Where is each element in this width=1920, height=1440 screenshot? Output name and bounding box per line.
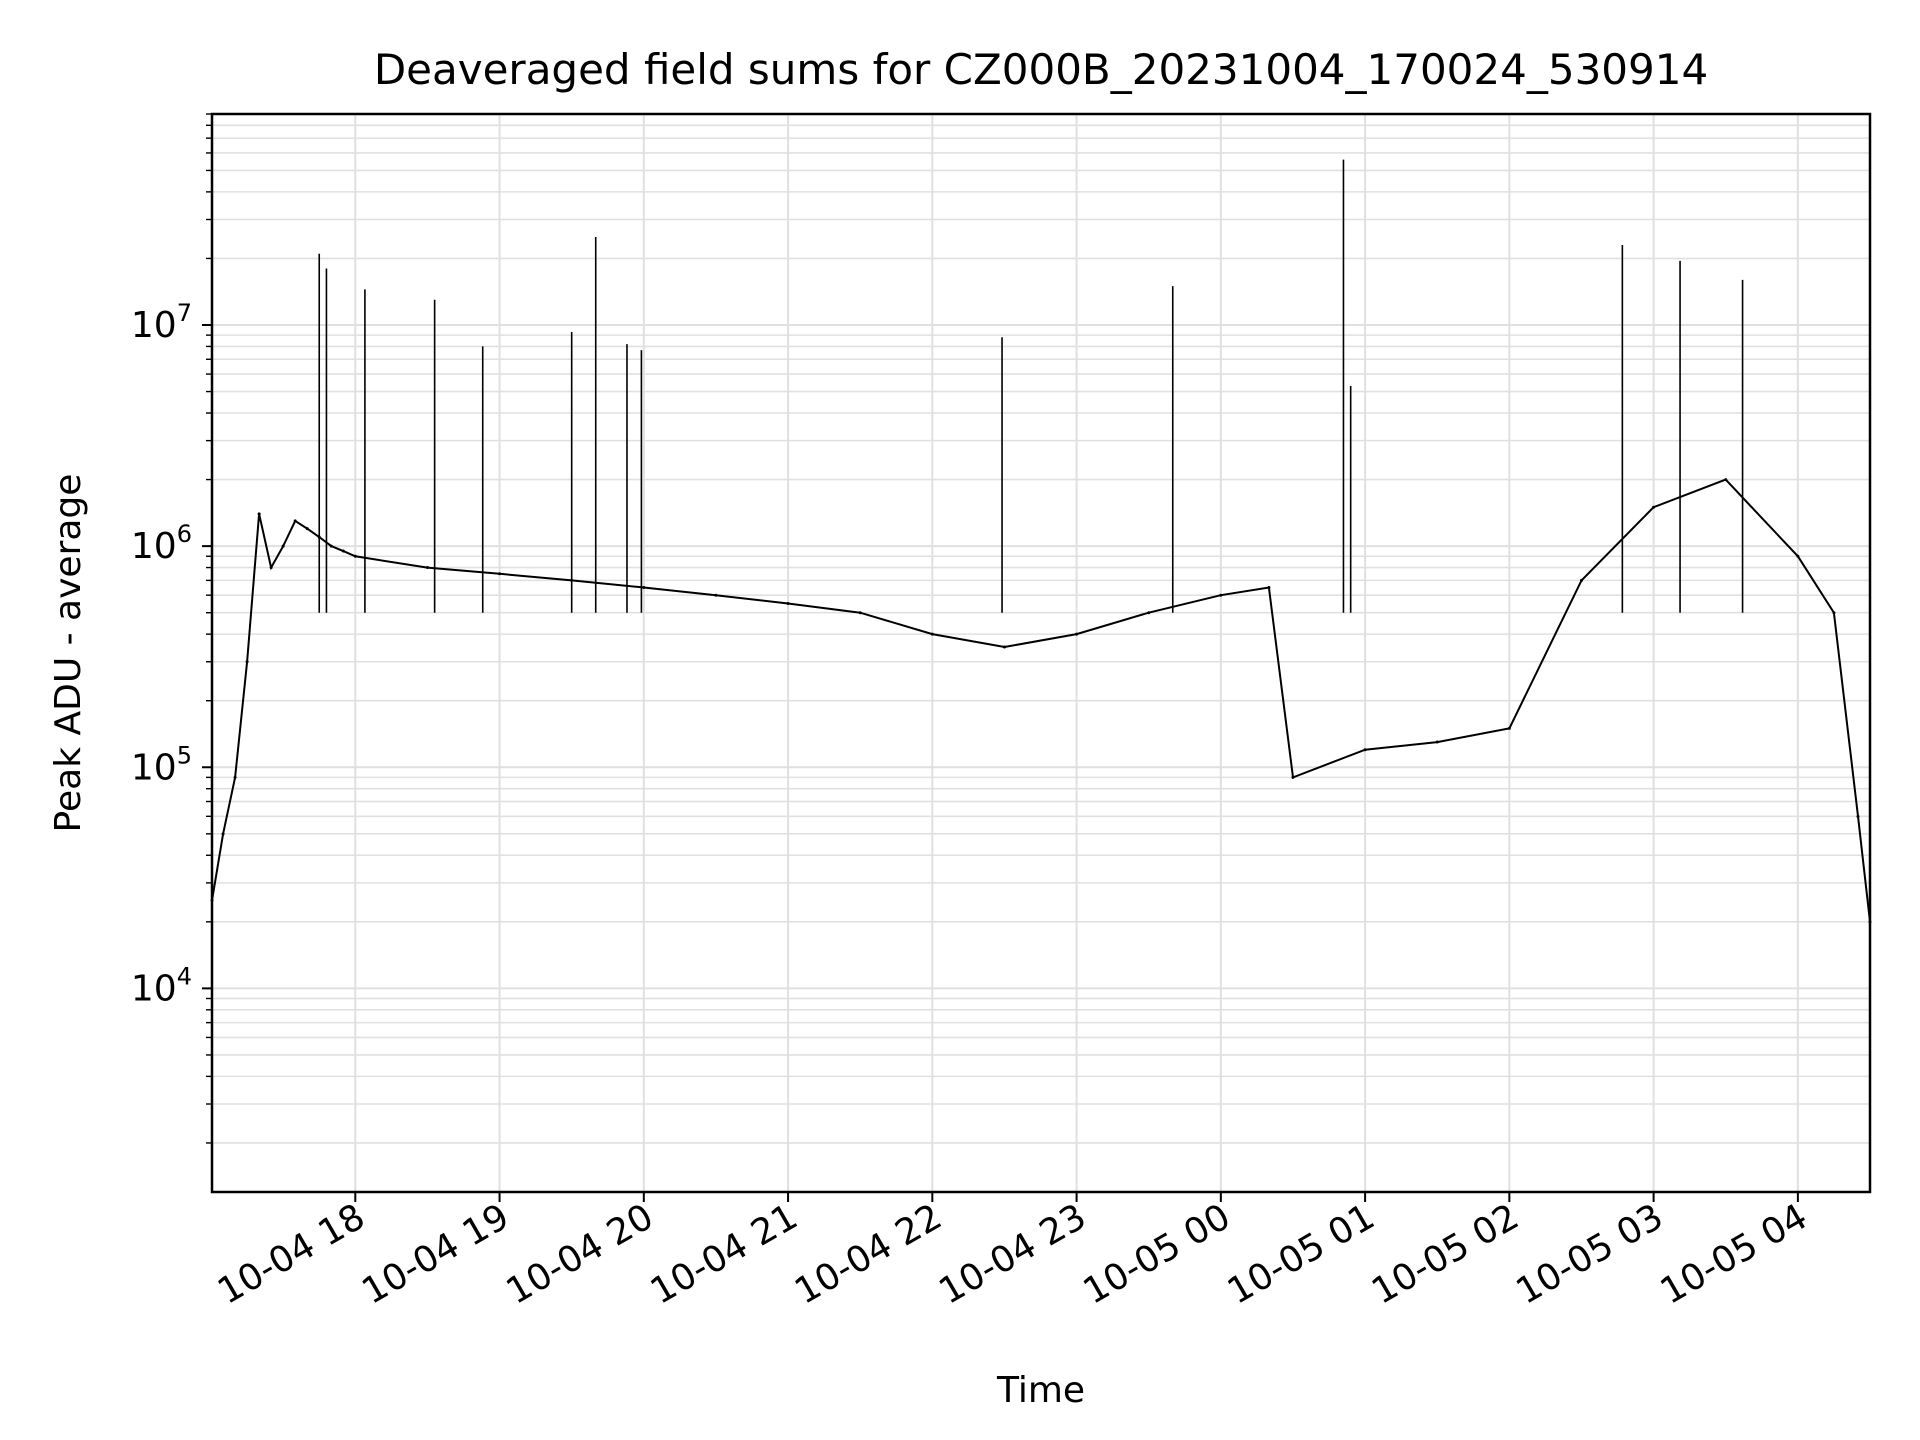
grid	[212, 113, 1870, 1192]
series-point	[714, 593, 718, 597]
series-point	[1267, 586, 1271, 590]
x-tick-label: 10-04 20	[500, 1196, 661, 1312]
y-axis-label: Peak ADU - average	[48, 474, 89, 833]
x-tick-label: 10-05 03	[1509, 1196, 1670, 1312]
series-point	[233, 775, 237, 779]
series-point	[1652, 505, 1656, 509]
x-tick-label: 10-05 02	[1365, 1196, 1526, 1312]
series-point	[1796, 554, 1800, 558]
series-point	[1856, 814, 1860, 818]
series-point	[221, 832, 225, 836]
series-point	[329, 544, 333, 548]
series-point	[293, 519, 297, 523]
series-point	[1724, 478, 1728, 482]
series-point	[1363, 748, 1367, 752]
x-tick-label: 10-05 01	[1221, 1196, 1382, 1312]
series-point	[257, 512, 261, 516]
x-tick-label: 10-04 23	[932, 1196, 1093, 1312]
y-tick-label: 105	[131, 741, 192, 788]
series-point	[642, 586, 646, 590]
series-point	[1832, 611, 1836, 615]
y-tick-label: 106	[131, 520, 192, 567]
x-tick-label: 10-04 18	[211, 1196, 372, 1312]
x-tick-label: 10-04 19	[355, 1196, 516, 1312]
y-tick-label: 107	[131, 299, 192, 346]
x-tick-label: 10-04 22	[788, 1196, 949, 1312]
x-tick-label: 10-05 00	[1077, 1196, 1238, 1312]
series-layer	[210, 159, 1872, 924]
x-tick-label: 10-05 04	[1654, 1196, 1815, 1312]
series-point	[1435, 740, 1439, 744]
series-point	[786, 602, 790, 606]
series-point	[1219, 593, 1223, 597]
series-point	[425, 566, 429, 570]
series-point	[281, 544, 285, 548]
series-point	[341, 549, 345, 553]
y-tick-label: 104	[131, 962, 192, 1009]
series-point	[269, 566, 273, 570]
series-point	[1075, 632, 1079, 636]
x-tick-label: 10-04 21	[644, 1196, 805, 1312]
series-point	[1579, 578, 1583, 582]
x-axis-label: Time	[996, 1370, 1085, 1411]
chart-title: Deaveraged field sums for CZ000B_2023100…	[374, 45, 1708, 94]
series-point	[245, 660, 249, 664]
plot-frame	[210, 112, 1872, 1194]
series-point	[858, 611, 862, 615]
series-point	[1147, 611, 1151, 615]
series-point	[930, 632, 934, 636]
series-point	[1002, 645, 1006, 649]
series-point	[1507, 726, 1511, 730]
series-point	[305, 527, 309, 531]
series-point	[1291, 775, 1295, 779]
series-point	[353, 554, 357, 558]
series-point	[498, 572, 502, 576]
